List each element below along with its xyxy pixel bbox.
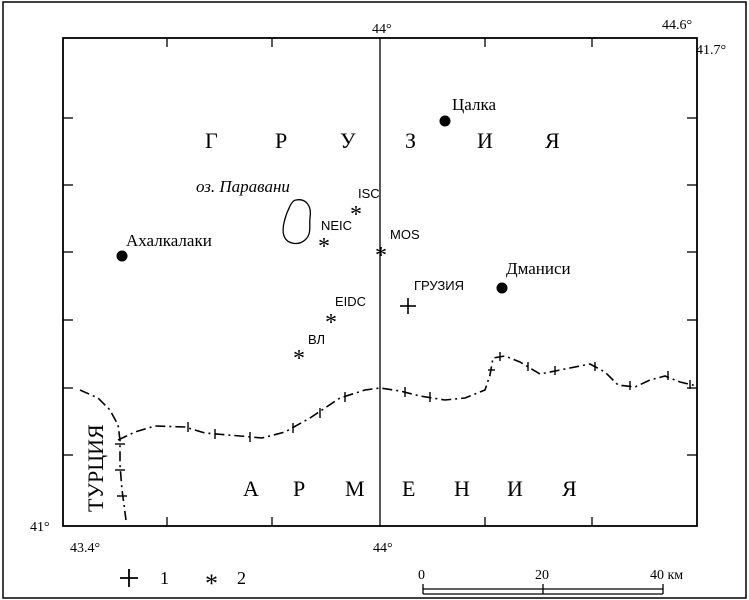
coord-top-center: 44° [372,22,392,37]
legend-label-1: 1 [160,568,169,588]
svg-text:А: А [243,476,259,501]
border-ticks-gt [115,443,127,497]
label-turkey: ТУРЦИЯ [83,424,108,512]
asterisk-icon-eidc: * [325,310,337,336]
agency-label-mos: MOS [390,227,420,242]
scale-label-40: 40 км [650,568,683,583]
agency-label-neic: NEIC [321,218,352,233]
asterisk-icon-isc: * [350,202,362,228]
scale-label-20: 20 [535,568,549,583]
svg-text:Е: Е [402,476,415,501]
epicenter-cross-icon [400,298,416,314]
lake-paravani [282,199,312,245]
agency-label-isc: ISC [358,186,380,201]
label-armenia: А Р М Е Н И Я [243,476,577,501]
svg-text:Р: Р [275,128,287,153]
coord-right-top: 41.7° [696,43,726,58]
svg-text:Н: Н [454,476,470,501]
asterisk-icon-mos: * [375,243,387,269]
svg-text:У: У [340,128,356,153]
left-ticks [63,117,73,456]
coord-bottom-center: 44° [373,541,393,556]
asterisk-icon-neic: * [318,234,330,260]
city-marker-tsalka [439,115,451,127]
bottom-ticks [166,517,593,526]
svg-text:Г: Г [205,128,218,153]
svg-text:Р: Р [293,476,305,501]
border-georgia-turkey [79,389,127,521]
label-georgia: Г Р У З И Я [205,128,560,153]
epicenter-label: ГРУЗИЯ [414,278,464,293]
svg-text:И: И [477,128,493,153]
border-georgia-armenia [117,355,698,441]
svg-text:З: З [405,128,416,153]
legend-label-2: 2 [237,568,246,588]
legend-asterisk-icon: * [205,569,218,598]
right-ticks [687,117,697,456]
svg-text:Я: Я [545,128,560,153]
svg-text:Я: Я [562,476,577,501]
scale-label-0: 0 [418,568,425,583]
city-label-dmanisi: Дманиси [506,259,571,278]
coord-bottom-left-lat: 41° [30,520,50,535]
city-marker-dmanisi [496,282,508,294]
agency-label-eidc: EIDC [335,294,366,309]
legend: 1 * 2 [120,568,246,598]
asterisk-icon-bl: * [293,346,305,372]
city-marker-akhalkalaki [116,250,128,262]
scale-bar: 0 20 40 км [418,568,683,595]
city-label-akhalkalaki: Ахалкалаки [126,231,212,250]
border-ticks-ga [187,352,691,442]
city-label-tsalka: Цалка [452,95,496,114]
svg-text:М: М [345,476,365,501]
coord-top-right: 44.6° [662,18,692,33]
agency-label-bl: ВЛ [308,332,325,347]
top-ticks [166,38,593,47]
coord-bottom-left-lon: 43.4° [70,541,100,556]
legend-cross-icon [120,569,138,587]
svg-text:И: И [507,476,523,501]
lake-label: оз. Паравани [196,177,290,196]
